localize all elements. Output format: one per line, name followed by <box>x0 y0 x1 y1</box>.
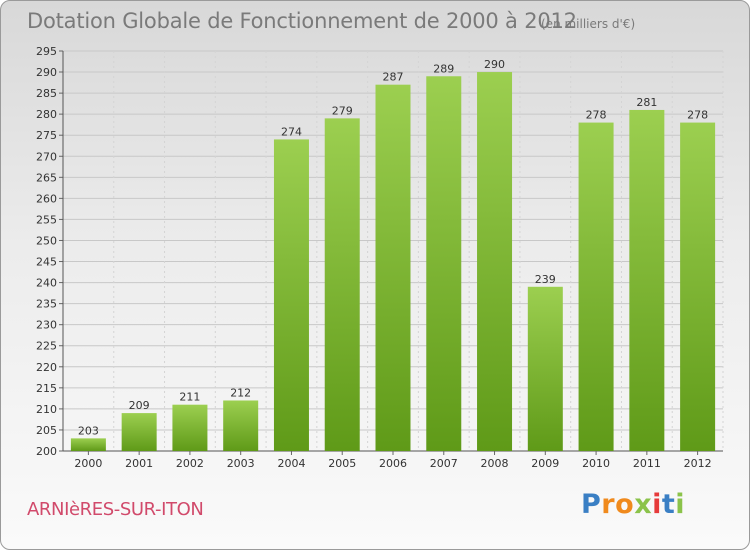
y-tick-label: 220 <box>36 361 57 374</box>
bar-2009 <box>527 286 563 451</box>
data-label: 279 <box>332 104 353 117</box>
bar-2008 <box>477 72 513 451</box>
data-label: 212 <box>230 386 251 399</box>
data-label: 278 <box>687 109 708 122</box>
data-label: 281 <box>636 96 657 109</box>
bar-2005 <box>324 118 360 452</box>
x-tick-label: 2006 <box>379 457 407 470</box>
y-tick-label: 265 <box>36 171 57 184</box>
logo-letter: i <box>652 489 662 520</box>
bar-2010 <box>578 122 614 451</box>
x-tick-label: 2011 <box>633 457 661 470</box>
data-label: 278 <box>586 109 607 122</box>
y-tick-label: 260 <box>36 192 57 205</box>
x-tick-label: 2001 <box>125 457 153 470</box>
logo-letter: t <box>661 489 676 520</box>
bar-2007 <box>426 76 462 452</box>
y-tick-label: 280 <box>36 108 57 121</box>
x-tick-label: 2003 <box>227 457 255 470</box>
y-tick-label: 235 <box>36 298 57 311</box>
data-label: 287 <box>383 71 404 84</box>
y-tick-label: 290 <box>36 66 57 79</box>
y-tick-label: 240 <box>36 277 57 290</box>
data-label: 239 <box>535 273 556 286</box>
bar-2004 <box>273 139 309 451</box>
bar-2006 <box>375 84 411 452</box>
x-tick-label: 2012 <box>684 457 712 470</box>
x-tick-label: 2004 <box>277 457 305 470</box>
logo-letter: P <box>581 489 602 520</box>
y-tick-label: 245 <box>36 256 57 269</box>
x-tick-label: 2000 <box>74 457 102 470</box>
value-labels: 203 209 211 212 274 279 287 289 290 239 278 281 278 <box>78 58 708 437</box>
data-label: 290 <box>484 58 505 71</box>
x-tick-label: 2009 <box>531 457 559 470</box>
logo-letter: x <box>634 489 653 520</box>
unit-label: (en milliers d'€) <box>541 17 636 31</box>
data-label: 274 <box>281 125 302 138</box>
bar-2011 <box>629 109 665 452</box>
data-label: 209 <box>129 399 150 412</box>
y-tick-label: 210 <box>36 403 57 416</box>
data-label: 203 <box>78 424 99 437</box>
y-tick-label: 205 <box>36 424 57 437</box>
y-tick-label: 215 <box>36 382 57 395</box>
x-tick-label: 2010 <box>582 457 610 470</box>
logo-letter: i <box>675 489 686 520</box>
x-tick-label: 2005 <box>328 457 356 470</box>
proxiti-logo: Proxiti <box>581 489 685 520</box>
y-tick-label: 250 <box>36 234 57 247</box>
data-label: 211 <box>179 391 200 404</box>
logo-letter: o <box>615 489 635 520</box>
y-tick-label: 225 <box>36 340 57 353</box>
data-label: 289 <box>433 62 454 75</box>
bars <box>70 72 716 452</box>
chart-title: Dotation Globale de Fonctionnement de 20… <box>27 9 577 33</box>
bar-2001 <box>121 413 157 451</box>
y-tick-label: 275 <box>36 129 57 142</box>
bar-2000 <box>70 438 106 451</box>
bar-2002 <box>172 404 208 451</box>
y-tick-label: 230 <box>36 319 57 332</box>
commune-name: ARNIèRES-SUR-ITON <box>27 499 204 520</box>
y-tick-label: 255 <box>36 213 57 226</box>
y-tick-label: 270 <box>36 150 57 163</box>
y-tick-label: 295 <box>36 45 57 58</box>
y-tick-label: 285 <box>36 87 57 100</box>
logo-letter: r <box>601 489 616 520</box>
y-tick-label: 200 <box>36 445 57 458</box>
x-tick-label: 2007 <box>430 457 458 470</box>
bar-2012 <box>680 122 716 451</box>
x-tick-label: 2002 <box>176 457 204 470</box>
bar-2003 <box>223 400 259 451</box>
x-tick-label: 2008 <box>481 457 509 470</box>
